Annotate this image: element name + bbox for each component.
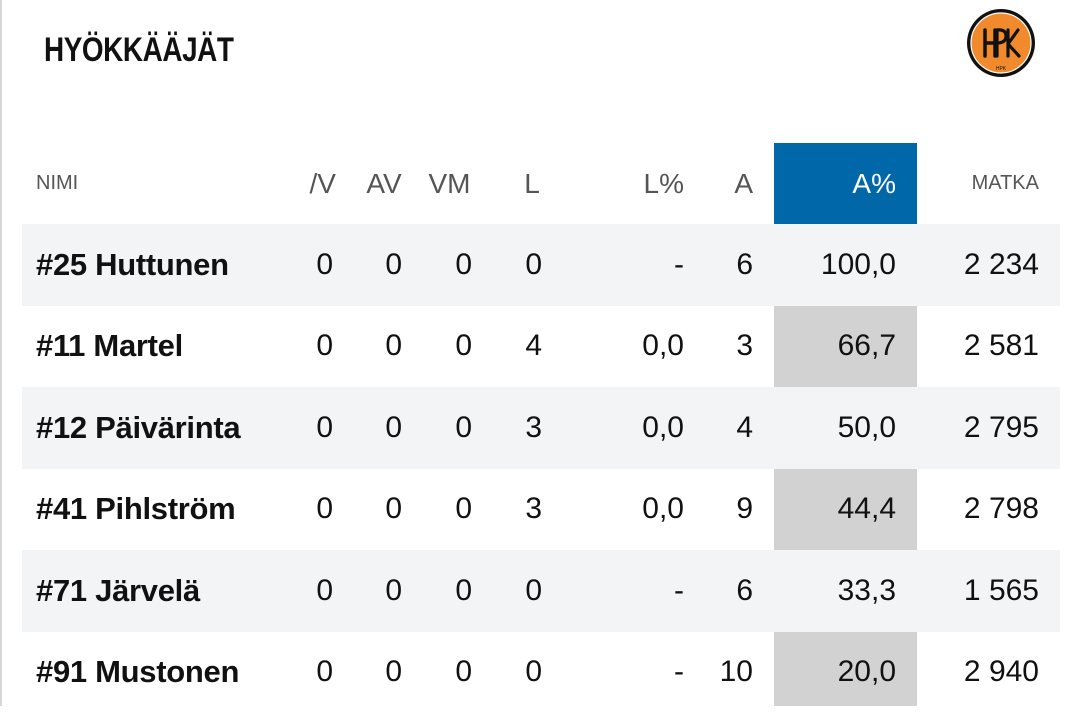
table-row[interactable]: #11 Martel 0 0 0 4 0,0 3 66,7 2 581 <box>22 306 1060 388</box>
cell-vm: 0 <box>442 550 472 632</box>
table-row[interactable]: #25 Huttunen 0 0 0 0 - 6 100,0 2 234 <box>22 224 1060 306</box>
cell-a: 9 <box>712 469 753 551</box>
cell-l: 0 <box>512 632 542 713</box>
column-header-av[interactable]: AV <box>364 143 404 224</box>
cell-vm: 0 <box>442 632 472 713</box>
cell-a-percent: 66,7 <box>774 306 896 388</box>
cell-vv: 0 <box>306 550 333 632</box>
left-edge-divider <box>0 0 2 706</box>
cell-a-percent: 44,4 <box>774 469 896 551</box>
cell-a-percent: 20,0 <box>774 632 896 713</box>
cell-l-percent: 0,0 <box>582 469 684 551</box>
cell-vv: 0 <box>306 224 333 306</box>
column-header-nimi[interactable]: NIMI <box>36 143 236 224</box>
table-row[interactable]: #71 Järvelä 0 0 0 0 - 6 33,3 1 565 <box>22 550 1060 632</box>
cell-l: 3 <box>512 469 542 551</box>
table-row[interactable]: #41 Pihlström 0 0 0 3 0,0 9 44,4 2 798 <box>22 469 1060 551</box>
cell-l-percent: - <box>582 632 684 713</box>
table-row[interactable]: #91 Mustonen 0 0 0 0 - 10 20,0 2 940 <box>22 632 1060 713</box>
cell-vm: 0 <box>442 469 472 551</box>
cell-vv: 0 <box>306 387 333 469</box>
column-header-a-percent[interactable]: A% <box>774 143 917 224</box>
player-stats-table: NIMI /V AV VM L L% A A% MATKA #25 Huttun… <box>22 143 1060 713</box>
column-header-vv[interactable]: /V <box>306 143 336 224</box>
cell-l: 0 <box>512 224 542 306</box>
player-name[interactable]: #71 Järvelä <box>36 550 200 632</box>
cell-vm: 0 <box>442 224 472 306</box>
cell-av: 0 <box>372 550 402 632</box>
cell-vm: 0 <box>442 306 472 388</box>
cell-av: 0 <box>372 224 402 306</box>
cell-l: 4 <box>512 306 542 388</box>
cell-l-percent: 0,0 <box>582 387 684 469</box>
cell-matka: 2 798 <box>932 469 1039 551</box>
cell-a: 4 <box>712 387 753 469</box>
column-header-l-percent[interactable]: L% <box>582 143 684 224</box>
cell-matka: 2 795 <box>932 387 1039 469</box>
table-header-row: NIMI /V AV VM L L% A A% MATKA <box>22 143 1060 224</box>
cell-vm: 0 <box>442 387 472 469</box>
cell-l-percent: - <box>582 550 684 632</box>
cell-a: 6 <box>712 224 753 306</box>
table-row[interactable]: #12 Päivärinta 0 0 0 3 0,0 4 50,0 2 795 <box>22 387 1060 469</box>
player-name[interactable]: #41 Pihlström <box>36 469 235 551</box>
cell-l-percent: - <box>582 224 684 306</box>
cell-a-percent: 50,0 <box>774 387 896 469</box>
column-header-matka[interactable]: MATKA <box>932 143 1039 224</box>
cell-matka: 2 234 <box>932 224 1039 306</box>
cell-l-percent: 0,0 <box>582 306 684 388</box>
cell-a-percent: 100,0 <box>774 224 896 306</box>
column-header-vv-label: /V <box>310 168 336 200</box>
cell-av: 0 <box>372 306 402 388</box>
cell-av: 0 <box>372 469 402 551</box>
cell-matka: 2 581 <box>932 306 1039 388</box>
player-name[interactable]: #11 Martel <box>36 306 183 388</box>
cell-a: 6 <box>712 550 753 632</box>
column-header-l[interactable]: L <box>522 143 542 224</box>
cell-l: 0 <box>512 550 542 632</box>
column-header-a[interactable]: A <box>712 143 753 224</box>
cell-av: 0 <box>372 632 402 713</box>
player-name[interactable]: #25 Huttunen <box>36 224 229 306</box>
cell-av: 0 <box>372 387 402 469</box>
player-name[interactable]: #91 Mustonen <box>36 632 239 713</box>
section-title: HYÖKKÄÄJÄT <box>44 28 234 72</box>
player-name[interactable]: #12 Päivärinta <box>36 387 240 469</box>
cell-matka: 2 940 <box>932 632 1039 713</box>
cell-a-percent: 33,3 <box>774 550 896 632</box>
cell-a: 10 <box>712 632 753 713</box>
cell-l: 3 <box>512 387 542 469</box>
hpk-team-logo-icon: HPK <box>966 8 1036 78</box>
cell-vv: 0 <box>306 632 333 713</box>
cell-matka: 1 565 <box>932 550 1039 632</box>
svg-text:HPK: HPK <box>996 66 1007 72</box>
cell-vv: 0 <box>306 306 333 388</box>
column-header-vm[interactable]: VM <box>422 143 477 224</box>
cell-a: 3 <box>712 306 753 388</box>
cell-vv: 0 <box>306 469 333 551</box>
